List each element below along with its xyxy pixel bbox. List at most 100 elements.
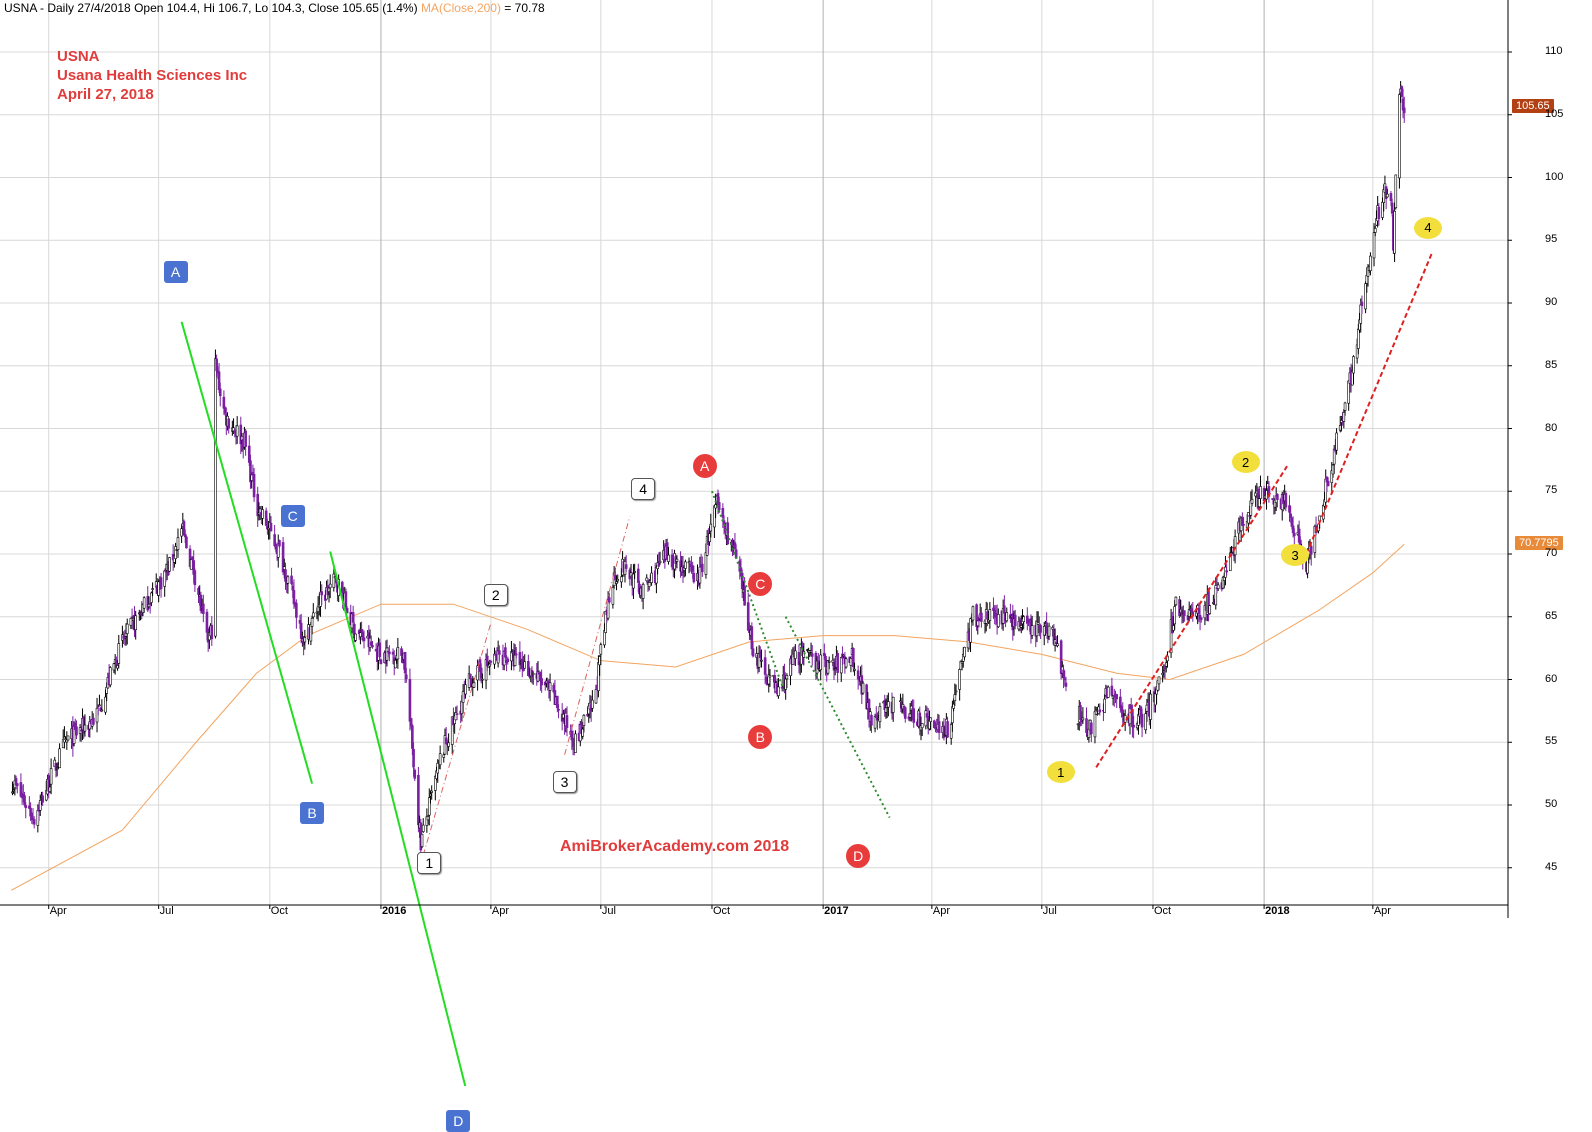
candle-706 bbox=[1216, 582, 1220, 591]
candle-body bbox=[1247, 512, 1250, 524]
candle-206 bbox=[359, 622, 362, 645]
candle-body bbox=[760, 659, 763, 662]
candle-body bbox=[391, 651, 395, 655]
candle-551 bbox=[946, 716, 949, 739]
candle-body bbox=[429, 793, 432, 797]
candle-body bbox=[1381, 201, 1384, 218]
candle-414 bbox=[709, 513, 713, 538]
candle-428 bbox=[733, 533, 737, 550]
candle-805 bbox=[1384, 185, 1388, 210]
candle-174 bbox=[303, 629, 307, 650]
wave-marker-yel-2: 2 bbox=[1231, 451, 1260, 474]
candle-body bbox=[1062, 669, 1065, 679]
candle-body bbox=[332, 573, 336, 588]
candle-body bbox=[273, 534, 276, 547]
candle-581 bbox=[997, 608, 1000, 628]
candle-465 bbox=[797, 644, 801, 674]
candle-body bbox=[1128, 707, 1132, 725]
candle-415 bbox=[713, 505, 716, 539]
candle-516 bbox=[883, 694, 887, 717]
candle-body bbox=[15, 783, 19, 786]
candle-239 bbox=[413, 768, 417, 782]
title-symbol: USNA bbox=[57, 48, 100, 65]
candle-541 bbox=[929, 717, 932, 731]
candle-body bbox=[327, 587, 331, 592]
candle-224 bbox=[388, 645, 391, 662]
candle-body bbox=[1216, 584, 1220, 589]
wave-marker-blue-c: C bbox=[280, 505, 305, 528]
candle-body bbox=[340, 581, 344, 594]
candle-body bbox=[611, 587, 615, 605]
candle-body bbox=[946, 721, 949, 738]
candle-134 bbox=[235, 416, 239, 444]
candle-514 bbox=[878, 702, 882, 729]
candle-body bbox=[359, 632, 362, 637]
candle-69 bbox=[125, 618, 129, 645]
candle-390 bbox=[670, 549, 674, 571]
candle-583 bbox=[1001, 599, 1005, 631]
candle-body bbox=[1115, 694, 1119, 700]
x-tick-label: 2016 bbox=[381, 905, 407, 917]
wave-marker-blue-a: A bbox=[163, 260, 188, 283]
candle-99 bbox=[176, 528, 180, 558]
candle-body bbox=[129, 618, 133, 626]
candle-171 bbox=[299, 613, 303, 644]
candle-body bbox=[183, 533, 187, 538]
candle-792 bbox=[1364, 281, 1367, 314]
candle-165 bbox=[290, 567, 293, 586]
candle-body bbox=[1309, 545, 1313, 555]
candle-body bbox=[460, 700, 464, 714]
candle-body bbox=[150, 592, 153, 603]
candle-body bbox=[1063, 678, 1067, 681]
candle-body bbox=[412, 748, 415, 768]
candle-100 bbox=[180, 524, 183, 544]
candle-body bbox=[125, 623, 129, 635]
candle-9 bbox=[24, 802, 28, 819]
candle-body bbox=[1119, 696, 1122, 709]
candle-body bbox=[442, 754, 446, 758]
candle-body bbox=[586, 713, 589, 717]
candle-body bbox=[1343, 402, 1347, 411]
candle-149 bbox=[261, 506, 264, 526]
candle-521 bbox=[891, 696, 895, 722]
candle-body bbox=[409, 718, 413, 727]
candle-body bbox=[193, 570, 197, 586]
candle-726 bbox=[1250, 489, 1254, 507]
wave-marker-wht-2: 2 bbox=[483, 584, 508, 607]
candle-body bbox=[823, 652, 826, 657]
candle-129 bbox=[227, 418, 231, 434]
candle-body bbox=[1055, 641, 1058, 644]
candle-body bbox=[1338, 425, 1342, 431]
candle-body bbox=[148, 603, 152, 605]
candle-498 bbox=[852, 647, 855, 673]
candle-body bbox=[548, 682, 552, 691]
candle-body bbox=[413, 769, 417, 779]
candle-279 bbox=[481, 673, 484, 689]
candle-686 bbox=[1183, 610, 1186, 622]
candle-474 bbox=[810, 644, 814, 666]
candle-body bbox=[235, 425, 239, 437]
candle-219 bbox=[379, 658, 383, 665]
candle-body bbox=[908, 713, 912, 718]
candle-399 bbox=[684, 559, 687, 577]
candle-46 bbox=[88, 716, 92, 738]
candle-body bbox=[38, 800, 42, 811]
candle-384 bbox=[658, 551, 662, 565]
candle-284 bbox=[489, 659, 493, 665]
candle-body bbox=[655, 566, 658, 584]
candle-179 bbox=[311, 603, 315, 619]
candle-body bbox=[344, 591, 348, 608]
candle-body bbox=[1293, 532, 1296, 537]
candle-712 bbox=[1228, 546, 1232, 572]
candle-499 bbox=[853, 662, 856, 676]
candle-body bbox=[733, 542, 737, 550]
candle-body bbox=[151, 588, 154, 590]
candle-642 bbox=[1110, 677, 1114, 697]
candle-body bbox=[615, 581, 618, 584]
candle-141 bbox=[249, 454, 252, 489]
candle-169 bbox=[295, 599, 298, 629]
candle-body bbox=[1288, 505, 1291, 513]
candle-89 bbox=[159, 572, 163, 598]
dotted-trendline-1 bbox=[711, 490, 786, 693]
candle-786 bbox=[1352, 355, 1355, 384]
